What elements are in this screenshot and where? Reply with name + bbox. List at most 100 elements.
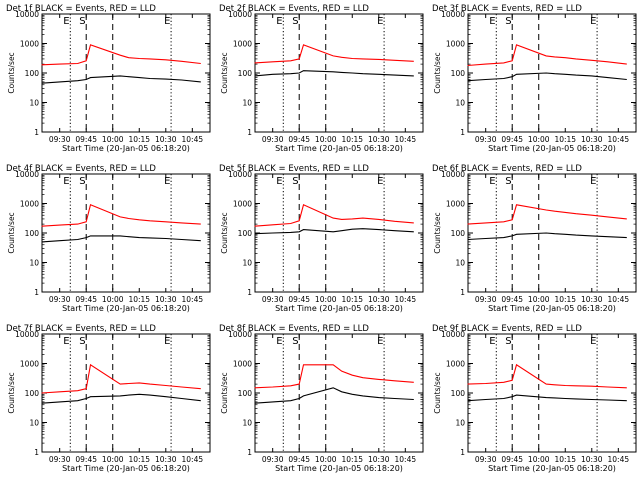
marker-s-start-label: S <box>292 176 298 187</box>
marker-e-end-label: E <box>164 16 170 27</box>
y-tick-label: 1 <box>247 448 252 457</box>
plot-frame <box>467 333 637 453</box>
x-tick-label: 10:30 <box>368 295 390 304</box>
series-events-line <box>254 70 414 77</box>
x-axis-label: Start Time (20-Jan-05 06:18:20) <box>488 464 616 473</box>
y-axis-label: Counts/sec <box>220 52 229 93</box>
x-tick-label: 09:45 <box>75 135 97 144</box>
panel-title: Det 7f BLACK = Events, RED = LLD <box>6 324 156 334</box>
marker-s-start-label: S <box>505 16 511 27</box>
marker-e-start-label: E <box>276 336 282 347</box>
x-tick-label: 10:45 <box>182 455 204 464</box>
x-tick-label: 09:45 <box>288 135 310 144</box>
panel-det-6: Det 6f BLACK = Events, RED = LLD 1 10 100 10… <box>432 164 637 313</box>
x-tick-label: 09:45 <box>501 455 523 464</box>
y-tick-label: 1000 <box>446 200 465 209</box>
marker-e-end-label: E <box>377 336 383 347</box>
marker-e-start-label: E <box>489 16 495 27</box>
y-tick-label: 1000 <box>446 360 465 369</box>
x-axis-label: Start Time (20-Jan-05 06:18:20) <box>275 304 403 313</box>
y-tick-label: 1 <box>247 288 252 297</box>
y-tick-label: 10 <box>242 419 252 428</box>
series-lld-line <box>467 204 627 225</box>
y-tick-label: 10000 <box>15 170 39 179</box>
y-tick-label: 100 <box>451 69 466 78</box>
x-tick-label: 10:30 <box>155 295 177 304</box>
panel-det-8: Det 8f BLACK = Events, RED = LLD 1 10 100 10… <box>219 324 424 473</box>
y-tick-label: 1 <box>247 128 252 137</box>
panel-det-9: Det 9f BLACK = Events, RED = LLD 1 10 100 10… <box>432 324 637 473</box>
marker-e-end-label: E <box>164 336 170 347</box>
panel-det-3: Det 3f BLACK = Events, RED = LLD 1 10 100 10… <box>432 4 637 153</box>
panel-title: Det 4f BLACK = Events, RED = LLD <box>6 164 156 174</box>
marker-s-start-label: S <box>79 16 85 27</box>
marker-e-start-label: E <box>63 176 69 187</box>
x-tick-label: 09:30 <box>475 455 497 464</box>
x-tick-label: 10:45 <box>395 135 417 144</box>
marker-e-start-label: E <box>276 176 282 187</box>
y-tick-label: 1000 <box>233 40 252 49</box>
plot-frame <box>41 333 211 453</box>
x-tick-label: 10:00 <box>315 455 337 464</box>
x-tick-label: 10:15 <box>341 135 363 144</box>
panel-det-2: Det 2f BLACK = Events, RED = LLD 1 10 100 10… <box>219 4 424 153</box>
x-tick-label: 09:45 <box>75 455 97 464</box>
x-tick-label: 09:45 <box>501 295 523 304</box>
x-tick-label: 10:30 <box>581 135 603 144</box>
series-lld-line <box>254 364 414 389</box>
x-tick-label: 10:45 <box>608 455 630 464</box>
x-tick-label: 10:00 <box>315 295 337 304</box>
x-tick-label: 10:15 <box>341 455 363 464</box>
y-tick-label: 10000 <box>15 10 39 19</box>
series-events-line <box>467 394 627 402</box>
x-tick-label: 10:00 <box>315 135 337 144</box>
y-tick-label: 1 <box>460 448 465 457</box>
series-events-line <box>41 235 201 243</box>
x-tick-label: 10:45 <box>395 455 417 464</box>
y-tick-label: 10 <box>455 419 465 428</box>
marker-e-end-label: E <box>377 176 383 187</box>
x-tick-label: 10:45 <box>182 295 204 304</box>
x-tick-label: 10:15 <box>554 455 576 464</box>
x-tick-label: 10:45 <box>608 135 630 144</box>
plot-frame <box>41 13 211 133</box>
marker-s-start-label: S <box>505 176 511 187</box>
plot-frame <box>254 333 424 453</box>
panel-title: Det 1f BLACK = Events, RED = LLD <box>6 4 156 14</box>
panel-title: Det 3f BLACK = Events, RED = LLD <box>432 4 582 14</box>
y-tick-label: 1 <box>34 448 39 457</box>
x-tick-label: 09:30 <box>475 135 497 144</box>
y-tick-label: 100 <box>451 389 466 398</box>
x-axis-label: Start Time (20-Jan-05 06:18:20) <box>275 144 403 153</box>
y-axis-label: Counts/sec <box>7 372 16 413</box>
y-tick-label: 10000 <box>15 330 39 339</box>
x-tick-label: 09:30 <box>475 295 497 304</box>
y-tick-label: 10 <box>242 99 252 108</box>
series-lld-line <box>41 363 201 394</box>
panel-det-5: Det 5f BLACK = Events, RED = LLD 1 10 100 10… <box>219 164 424 313</box>
marker-s-start-label: S <box>505 336 511 347</box>
marker-e-start-label: E <box>489 336 495 347</box>
y-axis-label: Counts/sec <box>7 212 16 253</box>
series-events-line <box>467 232 627 241</box>
marker-e-start-label: E <box>489 176 495 187</box>
y-tick-label: 100 <box>238 69 253 78</box>
y-tick-label: 10000 <box>228 330 252 339</box>
panel-title: Det 6f BLACK = Events, RED = LLD <box>432 164 582 174</box>
marker-e-start-label: E <box>63 16 69 27</box>
x-tick-label: 10:45 <box>395 295 417 304</box>
series-events-line <box>467 72 627 82</box>
y-tick-label: 1 <box>460 128 465 137</box>
x-tick-label: 10:45 <box>182 135 204 144</box>
y-axis-label: Counts/sec <box>7 52 16 93</box>
x-tick-label: 10:00 <box>528 455 550 464</box>
y-tick-label: 100 <box>25 389 40 398</box>
series-events-line <box>254 387 414 404</box>
marker-s-start-label: S <box>292 16 298 27</box>
x-tick-label: 10:00 <box>102 455 124 464</box>
x-tick-label: 10:15 <box>341 295 363 304</box>
x-axis-label: Start Time (20-Jan-05 06:18:20) <box>62 464 190 473</box>
series-events-line <box>254 228 414 235</box>
x-tick-label: 10:00 <box>102 295 124 304</box>
x-axis-label: Start Time (20-Jan-05 06:18:20) <box>275 464 403 473</box>
